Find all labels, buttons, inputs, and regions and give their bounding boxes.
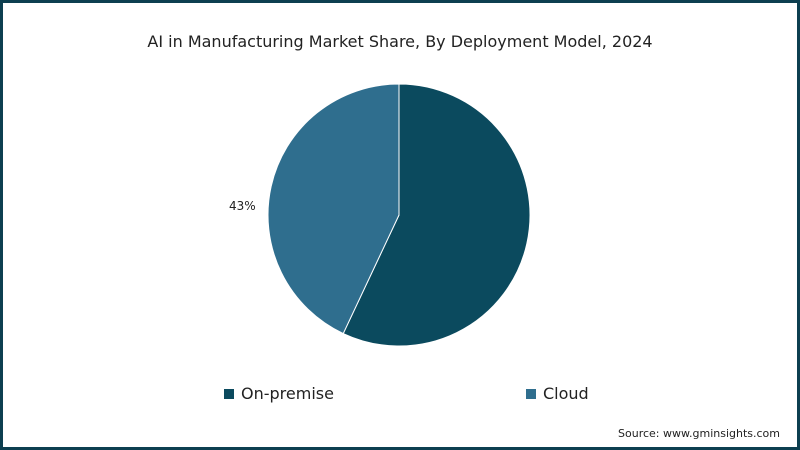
legend-label: On-premise: [241, 384, 334, 403]
source-note: Source: www.gminsights.com: [618, 427, 780, 440]
chart-title: AI in Manufacturing Market Share, By Dep…: [147, 32, 653, 51]
pie-slice-cloud[interactable]: [267, 83, 400, 335]
legend-item-on-premise[interactable]: On-premise: [224, 384, 334, 403]
pie-slice-on-premise[interactable]: [342, 83, 531, 347]
legend-label: Cloud: [543, 384, 589, 403]
legend-swatch-on-premise: [224, 388, 234, 399]
data-label-cloud: 43%: [229, 199, 256, 213]
legend-item-cloud[interactable]: Cloud: [526, 384, 589, 403]
legend-swatch-cloud: [526, 388, 536, 399]
